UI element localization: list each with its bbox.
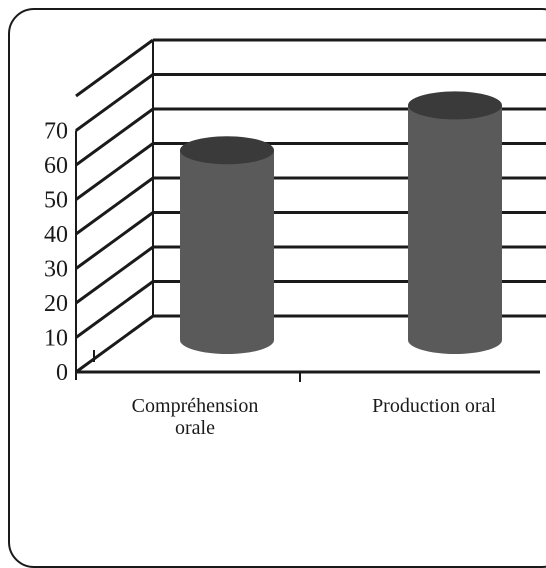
bar-top <box>180 136 274 165</box>
y-tick-label: 20 <box>44 291 68 317</box>
category-label: Production oral <box>372 395 496 417</box>
category-label: orale <box>175 417 215 439</box>
y-tick-label: 70 <box>44 119 68 145</box>
y-tick-label: 10 <box>44 326 68 352</box>
bar-top <box>408 91 502 120</box>
gridline-side <box>75 176 154 236</box>
y-tick-label: 30 <box>44 257 68 283</box>
bar-body <box>180 150 274 354</box>
bars <box>180 91 502 355</box>
gridline-side <box>75 142 154 201</box>
bar <box>180 136 274 354</box>
gridline-side <box>75 280 154 339</box>
y-tick-label: 40 <box>44 222 68 248</box>
bar-body <box>408 105 502 355</box>
gridline-side <box>75 107 154 167</box>
gridline-side <box>75 38 154 98</box>
y-tick-label: 50 <box>44 188 68 214</box>
bar <box>408 91 502 355</box>
gridline-side <box>75 314 154 374</box>
category-label: Compréhension <box>132 395 259 417</box>
y-axis-tick-labels: 0 10 20 30 40 50 60 70 <box>44 119 68 387</box>
gridline-side <box>75 245 154 305</box>
y-tick-label: 0 <box>56 360 68 386</box>
gridline-side <box>75 73 154 132</box>
y-tick-label: 60 <box>44 153 68 179</box>
gridline-side <box>75 211 154 270</box>
x-axis <box>75 350 540 382</box>
